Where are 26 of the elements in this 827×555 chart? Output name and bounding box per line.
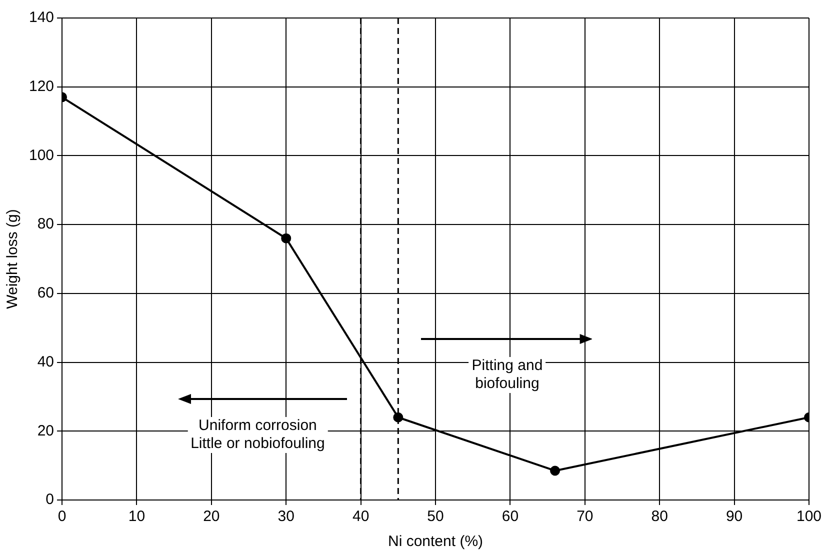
x-tick-label: 50 — [427, 508, 444, 526]
annotation: Pitting and biofouling — [468, 356, 546, 393]
y-tick-label: 100 — [28, 146, 54, 164]
x-tick-label: 30 — [278, 508, 294, 526]
x-tick-label: 40 — [352, 508, 370, 526]
point — [393, 412, 404, 422]
y-axis-title: Weight loss (g) — [4, 209, 22, 309]
y-tick-label: 40 — [37, 353, 54, 370]
x-tick-label: 10 — [128, 508, 146, 526]
x-tick-label: 90 — [726, 508, 743, 526]
x-axis-title: Ni content (%) — [388, 533, 484, 550]
x-tick-label: 80 — [651, 508, 668, 526]
annotation: Uniform corrosion Little or nobiofouling — [188, 416, 328, 453]
y-tick-label: 0 — [46, 491, 54, 508]
x-tick-label: 100 — [796, 508, 822, 526]
point — [281, 233, 292, 244]
x-tick-label: 70 — [576, 508, 594, 526]
y-tick-label: 120 — [28, 78, 54, 95]
y-tick-label: 140 — [28, 9, 54, 26]
x-tick-label: 0 — [58, 508, 66, 526]
y-tick-label: 20 — [37, 422, 54, 440]
x-tick-label: 60 — [502, 508, 519, 526]
y-tick-label: 60 — [37, 284, 54, 302]
x-tick-label: 20 — [203, 508, 220, 526]
point — [550, 466, 560, 476]
y-tick-label: 80 — [37, 216, 54, 233]
